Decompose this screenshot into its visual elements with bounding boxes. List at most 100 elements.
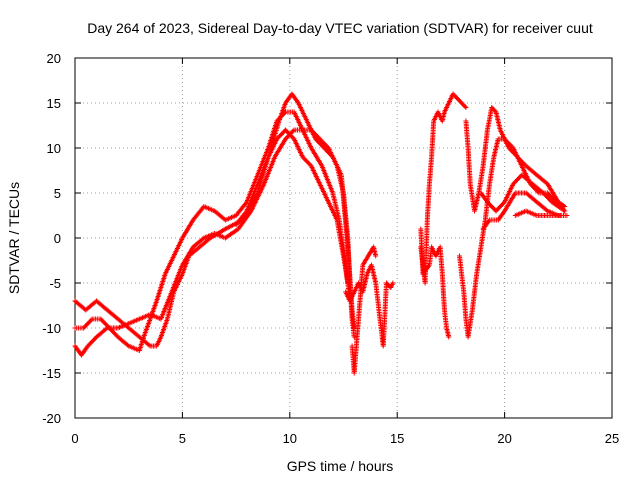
data-point	[373, 253, 379, 259]
data-point	[179, 245, 195, 268]
data-point	[201, 204, 216, 213]
data-point	[141, 318, 153, 340]
data-point	[158, 291, 174, 322]
x-axis-label: GPS time / hours	[287, 458, 394, 474]
data-point	[495, 209, 507, 223]
data-point	[94, 326, 109, 340]
data-point	[519, 172, 534, 186]
data-point	[457, 253, 464, 275]
data-point	[272, 137, 288, 160]
data-point	[147, 312, 162, 321]
y-axis-label: SDTVAR / TECUs	[6, 182, 22, 294]
data-point	[291, 109, 305, 131]
x-tick-label: 0	[71, 431, 78, 446]
data-point	[126, 317, 141, 326]
data-point	[463, 118, 471, 149]
data-point	[502, 183, 515, 205]
data-point	[235, 209, 253, 232]
data-point	[179, 218, 195, 241]
data-point	[158, 318, 170, 340]
data-point	[491, 138, 501, 160]
data-point	[523, 163, 539, 177]
data-point	[341, 253, 350, 284]
data-point	[534, 199, 549, 213]
data-point	[442, 307, 449, 329]
data-point	[351, 264, 366, 376]
data-point	[472, 192, 481, 214]
data-point	[515, 154, 528, 168]
x-tick-label: 20	[497, 431, 511, 446]
data-point	[126, 325, 141, 339]
data-point	[255, 147, 271, 178]
data-point	[377, 316, 385, 338]
y-tick-label: -5	[49, 276, 61, 291]
data-point	[564, 213, 570, 218]
y-tick-label: -20	[42, 411, 61, 426]
data-point	[506, 145, 519, 159]
data-point	[418, 226, 426, 275]
data-point	[557, 213, 563, 218]
y-tick-label: 20	[47, 51, 61, 66]
data-point	[474, 246, 484, 277]
data-point	[480, 218, 492, 232]
data-point	[388, 282, 395, 290]
data-point	[469, 273, 479, 313]
data-point	[555, 199, 566, 209]
data-point	[326, 199, 339, 221]
x-tick-label: 5	[179, 431, 186, 446]
tick-layer: 0 5 10 15 20 25 -20 -15 -10 -5 0 5 10 15 20	[42, 51, 619, 446]
data-point	[115, 334, 130, 348]
data-point	[540, 190, 554, 204]
data-point	[289, 91, 300, 105]
data-point	[446, 334, 452, 340]
data-point	[244, 174, 260, 205]
data-point	[461, 289, 469, 320]
data-point	[94, 298, 109, 312]
data-point	[233, 209, 249, 227]
data-point	[450, 91, 459, 100]
data-point	[317, 181, 331, 203]
data-point	[85, 335, 98, 349]
data-point	[345, 280, 351, 286]
data-point	[442, 102, 451, 115]
data-point	[523, 208, 538, 218]
data-point	[308, 145, 324, 168]
data-point	[212, 231, 227, 240]
data-point	[493, 200, 506, 214]
data-point	[390, 280, 396, 286]
data-point	[313, 136, 326, 150]
y-tick-label: 0	[54, 231, 61, 246]
data-point	[380, 282, 389, 349]
data-point	[489, 105, 498, 114]
data-point	[78, 344, 90, 358]
data-point	[420, 263, 431, 277]
data-point	[349, 316, 357, 338]
y-tick-label: 5	[54, 186, 61, 201]
data-point	[212, 208, 227, 222]
y-tick-label: 10	[47, 141, 61, 156]
data-point	[549, 199, 566, 213]
data-point	[334, 217, 346, 257]
data-point	[291, 136, 305, 158]
data-point	[136, 312, 152, 322]
data-point	[480, 129, 490, 169]
data-point	[373, 280, 381, 302]
data-point	[512, 209, 527, 218]
data-point	[308, 163, 322, 185]
data-point	[437, 244, 445, 275]
data-point	[530, 181, 545, 195]
data-point	[478, 190, 489, 204]
data-point	[319, 163, 335, 194]
data-point	[330, 190, 342, 221]
data-point	[244, 183, 260, 214]
data-point	[334, 163, 346, 194]
data-point	[347, 291, 356, 304]
data-point	[115, 321, 130, 331]
data-point	[345, 235, 353, 284]
data-point	[487, 156, 497, 187]
data-point	[300, 154, 313, 168]
data-point	[169, 264, 185, 295]
data-point	[283, 127, 296, 141]
data-point	[295, 100, 309, 122]
